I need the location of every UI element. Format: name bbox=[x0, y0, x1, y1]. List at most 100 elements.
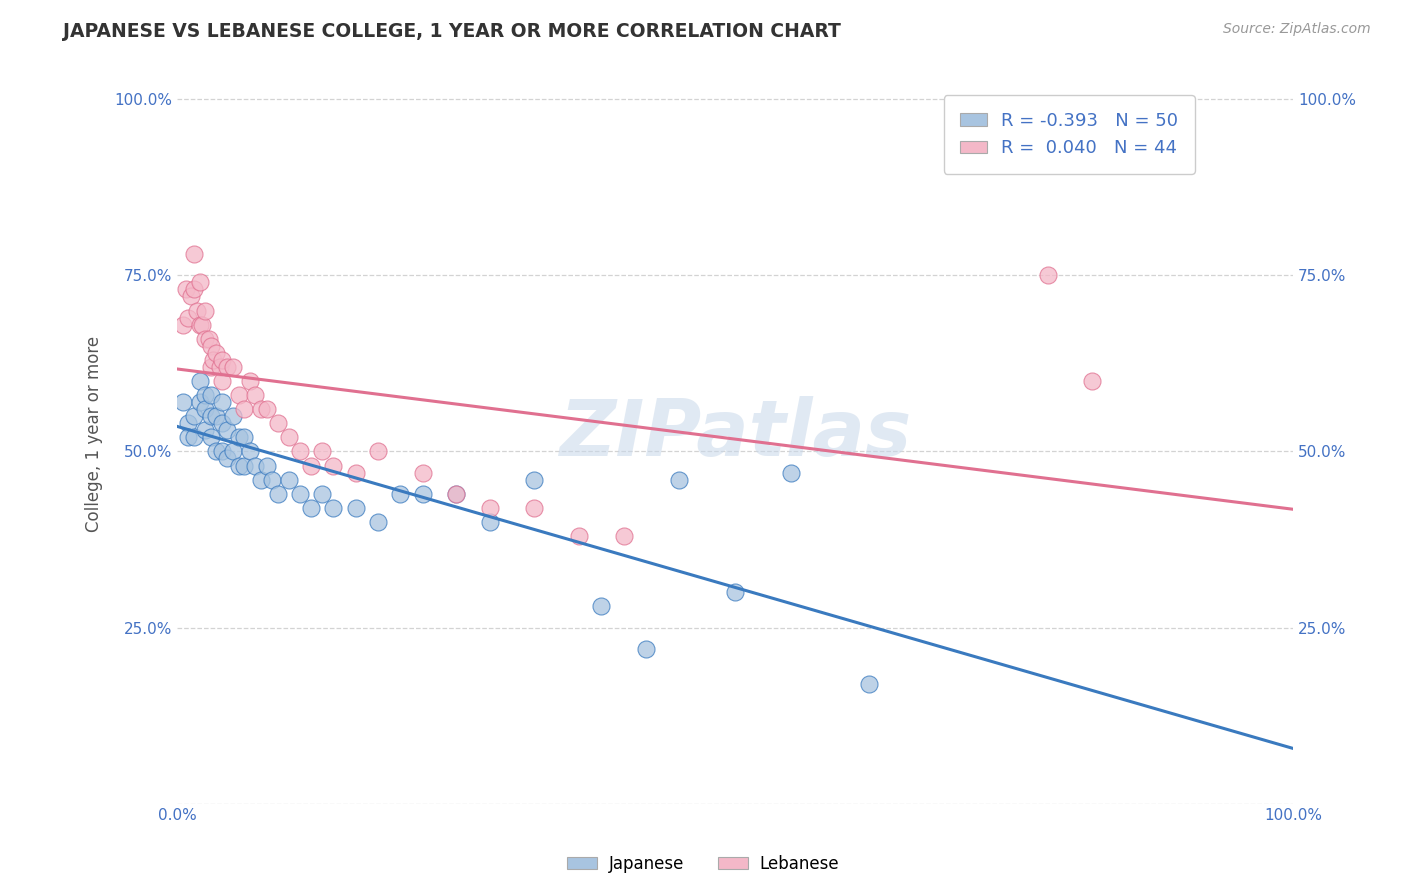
Point bbox=[591, 599, 613, 614]
Point bbox=[299, 500, 322, 515]
Point bbox=[188, 395, 211, 409]
Point bbox=[277, 430, 299, 444]
Point bbox=[523, 500, 546, 515]
Point bbox=[200, 388, 222, 402]
Point bbox=[277, 473, 299, 487]
Point bbox=[233, 402, 256, 417]
Point bbox=[233, 430, 256, 444]
Point bbox=[612, 529, 634, 543]
Point bbox=[267, 486, 290, 500]
Point bbox=[1081, 374, 1104, 388]
Point bbox=[194, 332, 217, 346]
Point bbox=[228, 388, 250, 402]
Point bbox=[668, 473, 690, 487]
Point bbox=[256, 458, 278, 473]
Point bbox=[183, 409, 205, 424]
Point bbox=[367, 444, 389, 458]
Point bbox=[568, 529, 591, 543]
Point bbox=[197, 332, 219, 346]
Point bbox=[239, 444, 262, 458]
Point bbox=[200, 339, 222, 353]
Point bbox=[299, 458, 322, 473]
Point bbox=[217, 359, 239, 374]
Point bbox=[444, 486, 467, 500]
Point bbox=[200, 359, 222, 374]
Point bbox=[211, 374, 233, 388]
Point bbox=[183, 282, 205, 296]
Point bbox=[211, 395, 233, 409]
Point bbox=[311, 444, 333, 458]
Point bbox=[858, 677, 880, 691]
Point bbox=[239, 374, 262, 388]
Point bbox=[256, 402, 278, 417]
Point bbox=[389, 486, 412, 500]
Point bbox=[222, 444, 245, 458]
Point bbox=[634, 641, 657, 656]
Point bbox=[344, 500, 367, 515]
Point bbox=[217, 423, 239, 437]
Point bbox=[205, 444, 228, 458]
Point bbox=[217, 451, 239, 466]
Point bbox=[194, 303, 217, 318]
Point bbox=[194, 402, 217, 417]
Point bbox=[288, 486, 311, 500]
Point bbox=[205, 409, 228, 424]
Point bbox=[208, 359, 231, 374]
Point bbox=[478, 515, 501, 529]
Point bbox=[201, 352, 224, 367]
Point bbox=[344, 466, 367, 480]
Point bbox=[412, 486, 434, 500]
Point bbox=[228, 458, 250, 473]
Point bbox=[183, 247, 205, 261]
Point bbox=[262, 473, 284, 487]
Text: Source: ZipAtlas.com: Source: ZipAtlas.com bbox=[1223, 22, 1371, 37]
Point bbox=[222, 409, 245, 424]
Point bbox=[245, 458, 267, 473]
Point bbox=[288, 444, 311, 458]
Point bbox=[172, 318, 194, 332]
Point bbox=[211, 444, 233, 458]
Point bbox=[180, 289, 202, 303]
Point bbox=[311, 486, 333, 500]
Point bbox=[222, 359, 245, 374]
Point bbox=[267, 417, 290, 431]
Point bbox=[186, 303, 208, 318]
Point bbox=[1036, 268, 1059, 283]
Point bbox=[205, 346, 228, 360]
Point bbox=[188, 374, 211, 388]
Point bbox=[200, 430, 222, 444]
Point bbox=[200, 409, 222, 424]
Point bbox=[724, 585, 747, 599]
Point bbox=[412, 466, 434, 480]
Point bbox=[172, 395, 194, 409]
Point bbox=[780, 466, 803, 480]
Point bbox=[194, 388, 217, 402]
Point bbox=[188, 318, 211, 332]
Point bbox=[250, 473, 273, 487]
Point bbox=[174, 282, 197, 296]
Point bbox=[228, 430, 250, 444]
Point bbox=[183, 430, 205, 444]
Legend: Japanese, Lebanese: Japanese, Lebanese bbox=[561, 848, 845, 880]
Text: ZIPatlas: ZIPatlas bbox=[560, 396, 911, 472]
Point bbox=[233, 458, 256, 473]
Point bbox=[250, 402, 273, 417]
Legend: R = -0.393   N = 50, R =  0.040   N = 44: R = -0.393 N = 50, R = 0.040 N = 44 bbox=[943, 95, 1195, 174]
Y-axis label: College, 1 year or more: College, 1 year or more bbox=[86, 335, 103, 532]
Point bbox=[245, 388, 267, 402]
Point bbox=[191, 318, 214, 332]
Point bbox=[322, 500, 344, 515]
Point bbox=[367, 515, 389, 529]
Point bbox=[177, 430, 200, 444]
Point bbox=[177, 310, 200, 325]
Text: JAPANESE VS LEBANESE COLLEGE, 1 YEAR OR MORE CORRELATION CHART: JAPANESE VS LEBANESE COLLEGE, 1 YEAR OR … bbox=[63, 22, 841, 41]
Point bbox=[177, 417, 200, 431]
Point bbox=[322, 458, 344, 473]
Point bbox=[194, 423, 217, 437]
Point bbox=[444, 486, 467, 500]
Point bbox=[188, 276, 211, 290]
Point bbox=[478, 500, 501, 515]
Point bbox=[523, 473, 546, 487]
Point bbox=[211, 352, 233, 367]
Point bbox=[211, 417, 233, 431]
